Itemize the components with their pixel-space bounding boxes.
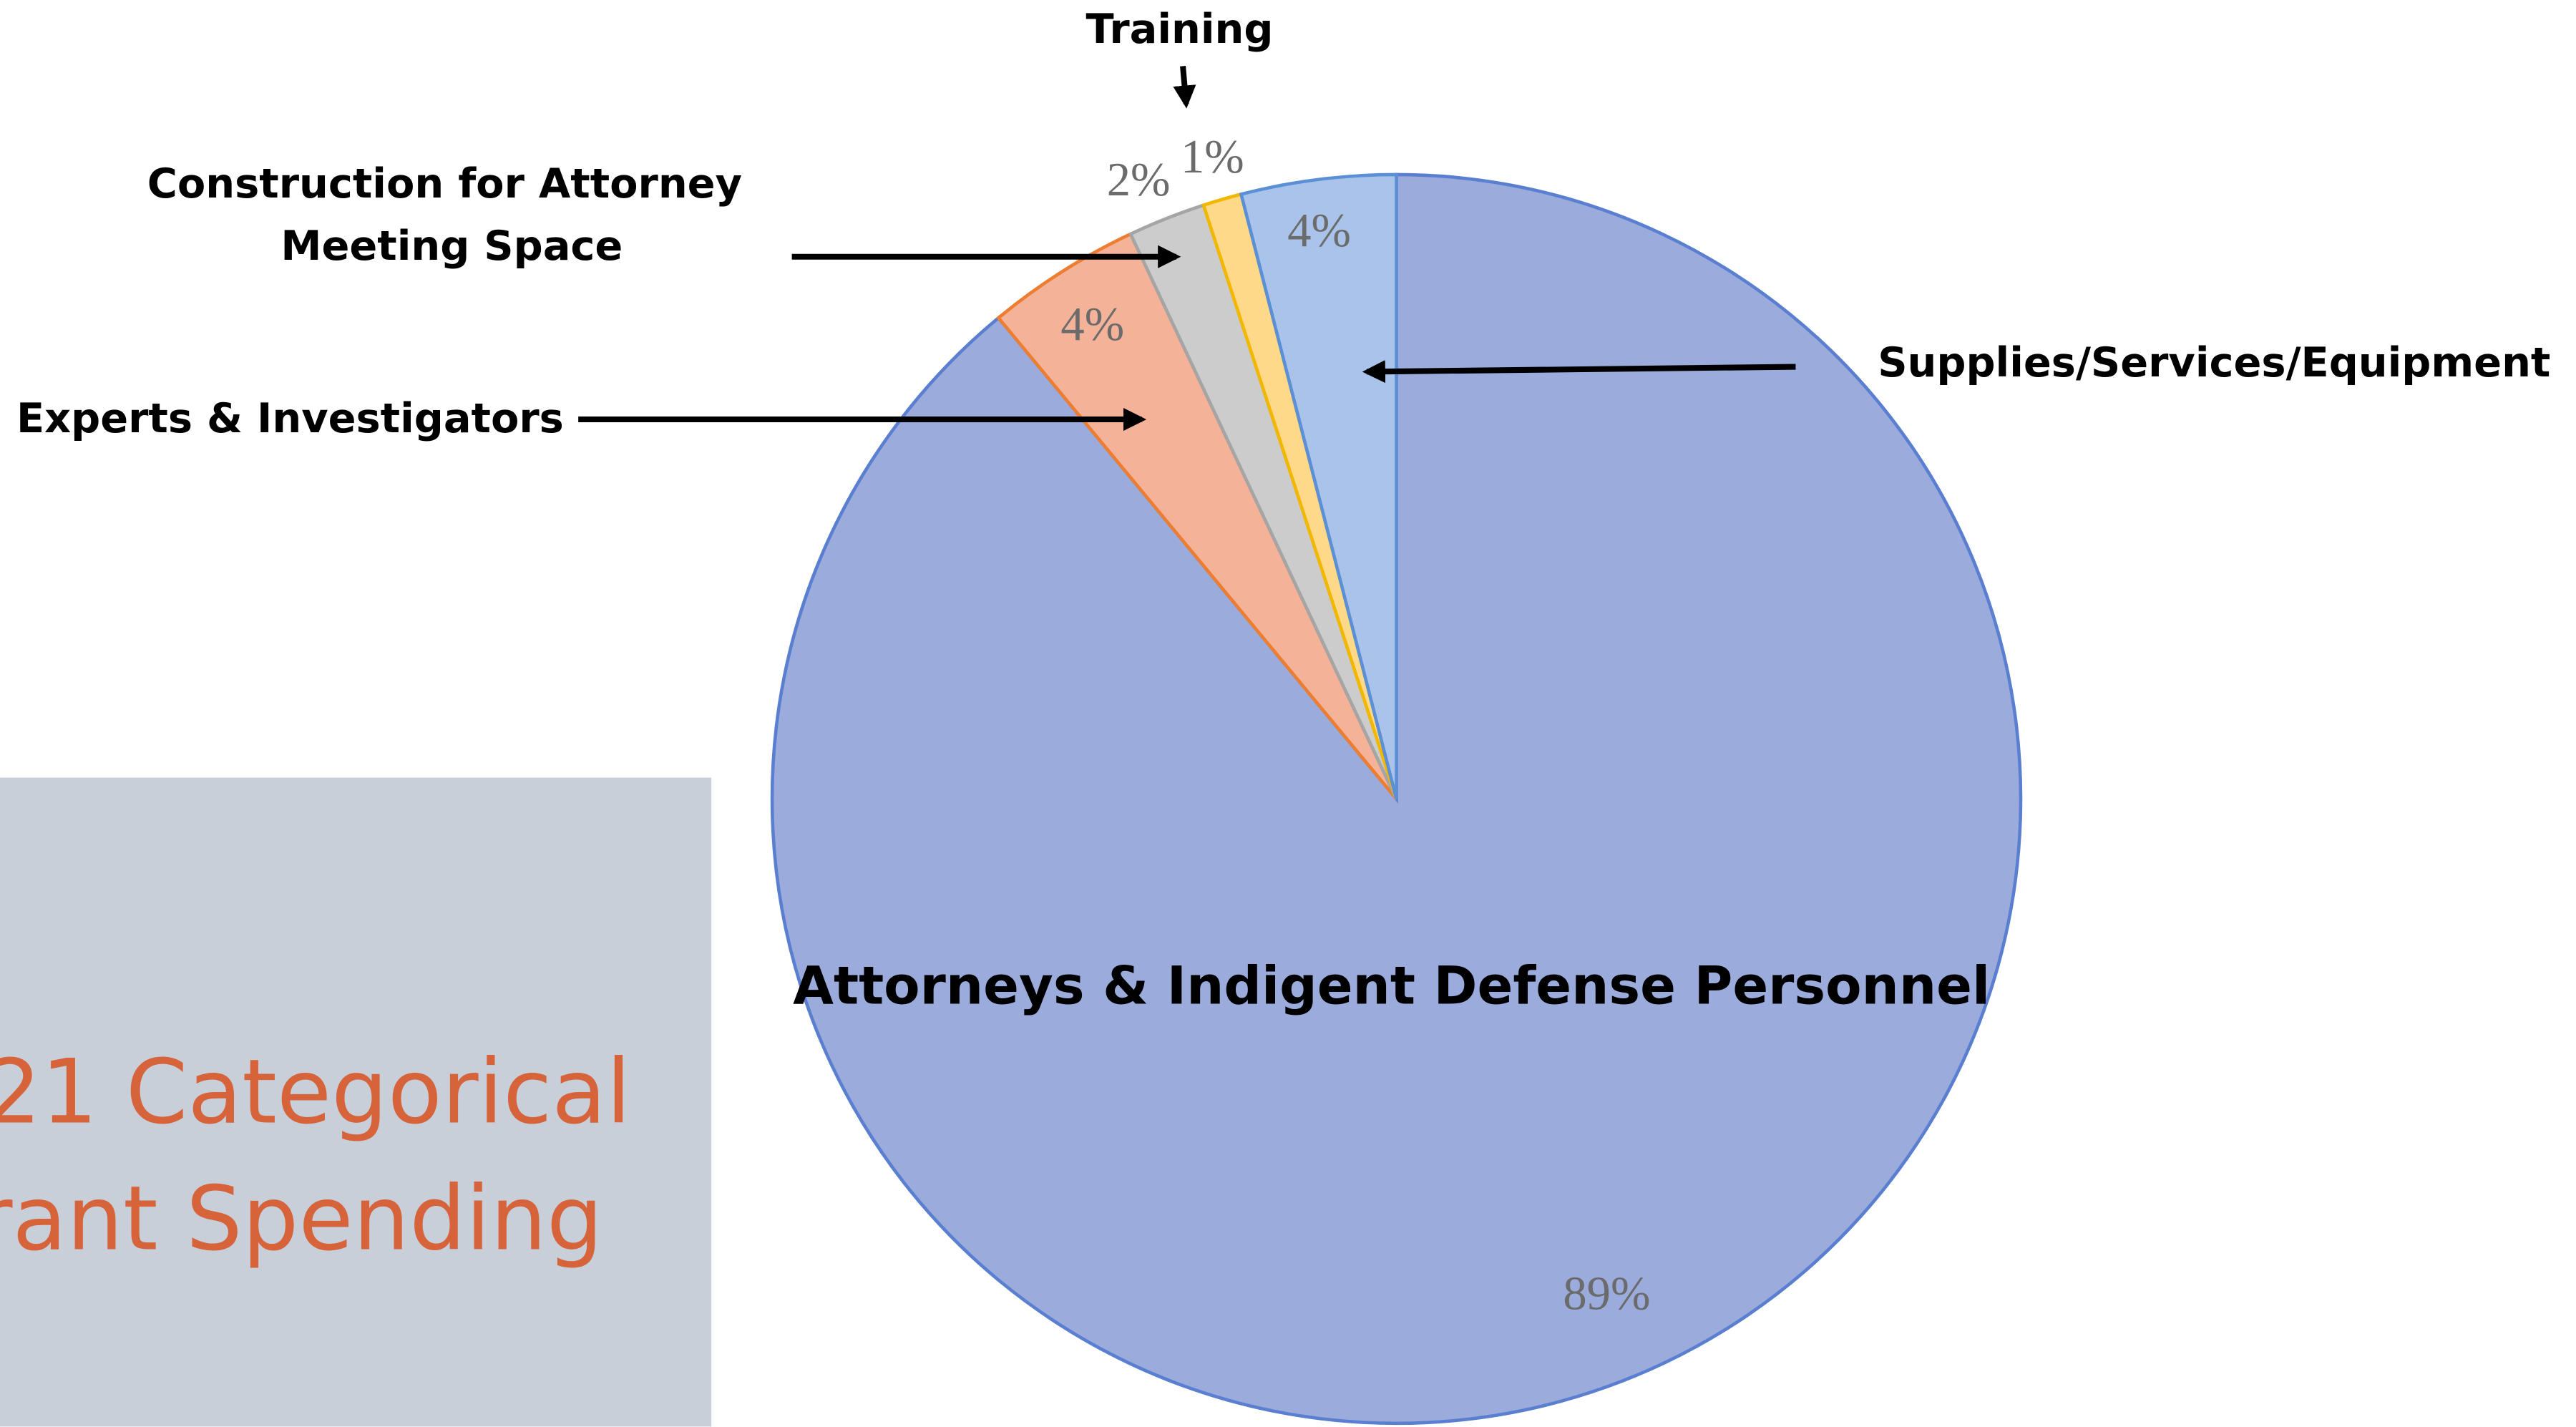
chart-title: rant Spending <box>0 1167 603 1270</box>
category-label: Supplies/Services/Equipment <box>1878 339 2550 386</box>
data-label: 2% <box>1107 154 1171 206</box>
data-label: 1% <box>1181 131 1244 183</box>
arrow <box>1173 66 1196 109</box>
arrows <box>578 66 1796 432</box>
data-label: 4% <box>1287 205 1351 257</box>
chart-title: Y21 Categorical <box>0 1041 631 1144</box>
category-label: Attorneys & Indigent Defense Personnel <box>793 956 1990 1017</box>
data-label: 89% <box>1563 1268 1650 1320</box>
arrow <box>1362 360 1796 384</box>
data-label: 4% <box>1060 298 1124 351</box>
title-panel <box>0 777 712 1427</box>
pie-slice <box>1239 172 1398 799</box>
pie <box>770 172 2023 1426</box>
category-label: Experts & Investigators <box>16 394 564 442</box>
pie-slice <box>996 231 1398 800</box>
category-label: Training <box>1085 5 1273 53</box>
category-label: Construction for Attorney Meeting Space <box>147 160 756 270</box>
